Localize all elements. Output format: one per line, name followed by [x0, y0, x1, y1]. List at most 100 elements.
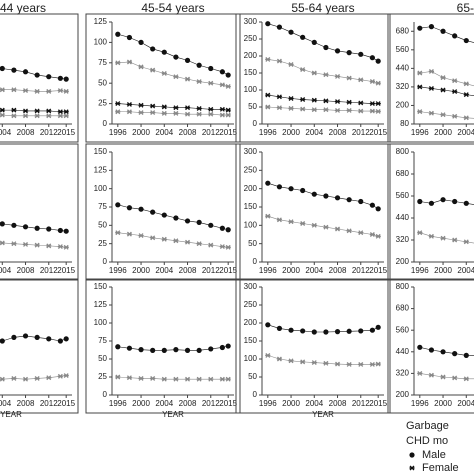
y-tick-label: 200: [396, 257, 410, 266]
point: [440, 75, 446, 81]
point: [417, 344, 423, 350]
y-tick-label: 200: [396, 101, 410, 110]
point: [63, 109, 69, 115]
point: [300, 97, 306, 102]
point: [161, 212, 167, 218]
point: [57, 113, 63, 119]
y-tick-label: 0: [103, 257, 108, 266]
point: [219, 69, 225, 75]
point: [300, 34, 306, 40]
point: [417, 230, 423, 236]
point: [463, 37, 469, 44]
point: [334, 195, 341, 201]
x-tick-label: 2015: [369, 399, 387, 408]
point: [161, 49, 167, 55]
panel-frame: [0, 13, 79, 143]
point: [196, 106, 202, 111]
point: [150, 46, 156, 52]
y-tick-label: 560: [396, 191, 410, 200]
panel: 0 50 100 150 200 250 300 1996 2000 2004 2008 2012 20…: [235, 143, 391, 281]
y-tick-label: 300: [244, 17, 258, 26]
series-line: [267, 182, 379, 210]
x-tick-label: 2004: [0, 266, 12, 275]
point: [334, 329, 341, 335]
point: [46, 113, 52, 119]
point: [428, 233, 435, 239]
y-tick-label: 100: [94, 184, 108, 193]
point: [276, 325, 283, 331]
x-tick-label: 2015: [369, 128, 387, 137]
point: [276, 217, 283, 223]
panel: 2003204405606808001996200020042008201220…: [387, 143, 474, 281]
point: [375, 206, 381, 212]
x-axis-label: YEAR: [162, 410, 184, 419]
point: [150, 209, 156, 215]
point: [126, 109, 133, 115]
point: [369, 361, 375, 367]
point: [358, 198, 364, 205]
point: [46, 336, 52, 342]
y-tick-label: 0: [253, 119, 258, 128]
point: [173, 215, 179, 221]
point: [126, 231, 133, 237]
point: [276, 356, 283, 362]
point: [184, 76, 191, 82]
point: [138, 39, 144, 46]
point: [173, 110, 179, 116]
x-tick-label: 2000: [132, 399, 150, 408]
point: [11, 67, 17, 73]
y-tick-label: 300: [244, 147, 258, 156]
panel-frame: [235, 278, 391, 414]
panel-frame: [85, 13, 241, 143]
point: [334, 73, 341, 79]
point: [463, 352, 469, 358]
y-tick-label: 25: [98, 372, 107, 381]
series-line: [0, 242, 67, 248]
panel-frame: [387, 13, 474, 143]
x-axis-label: YEAR: [0, 410, 22, 419]
x-axis-label: YEAR: [312, 410, 334, 419]
point: [323, 72, 329, 78]
point: [184, 376, 191, 382]
point: [346, 197, 352, 203]
point: [34, 113, 40, 119]
series-line: [419, 86, 474, 96]
point: [208, 80, 214, 86]
point: [288, 219, 294, 225]
point: [22, 224, 29, 230]
point: [323, 329, 329, 335]
point: [276, 184, 283, 190]
point: [208, 222, 214, 228]
x-tick-label: 2008: [329, 399, 347, 408]
x-tick-label: 2008: [17, 266, 35, 275]
point: [358, 77, 364, 83]
point: [323, 98, 329, 104]
point: [265, 56, 271, 62]
series-line: [419, 373, 474, 380]
point: [452, 113, 458, 119]
point: [463, 81, 469, 87]
point: [452, 33, 458, 39]
y-tick-label: 0: [253, 390, 258, 399]
x-tick-label: 2000: [282, 399, 300, 408]
series-line: [0, 114, 67, 117]
point: [369, 55, 375, 61]
point: [276, 105, 283, 111]
panel: 0 50 100 150 200 250 300 1996 2000 2004 2008 2012 20…: [235, 1, 391, 143]
x-tick-label: 1996: [259, 128, 277, 137]
point: [11, 241, 17, 247]
y-tick-label: 0: [103, 390, 108, 399]
point: [369, 79, 375, 84]
x-tick-label: 2008: [179, 399, 197, 408]
point: [428, 68, 435, 74]
point: [440, 374, 446, 380]
point: [126, 59, 133, 65]
x-tick-label: 1996: [411, 399, 429, 408]
point: [173, 238, 179, 244]
x-tick-label: 2004: [155, 266, 173, 275]
point: [300, 328, 306, 334]
point: [375, 361, 381, 367]
series-line: [0, 109, 67, 113]
y-tick-label: 150: [244, 202, 258, 211]
point: [288, 29, 294, 35]
